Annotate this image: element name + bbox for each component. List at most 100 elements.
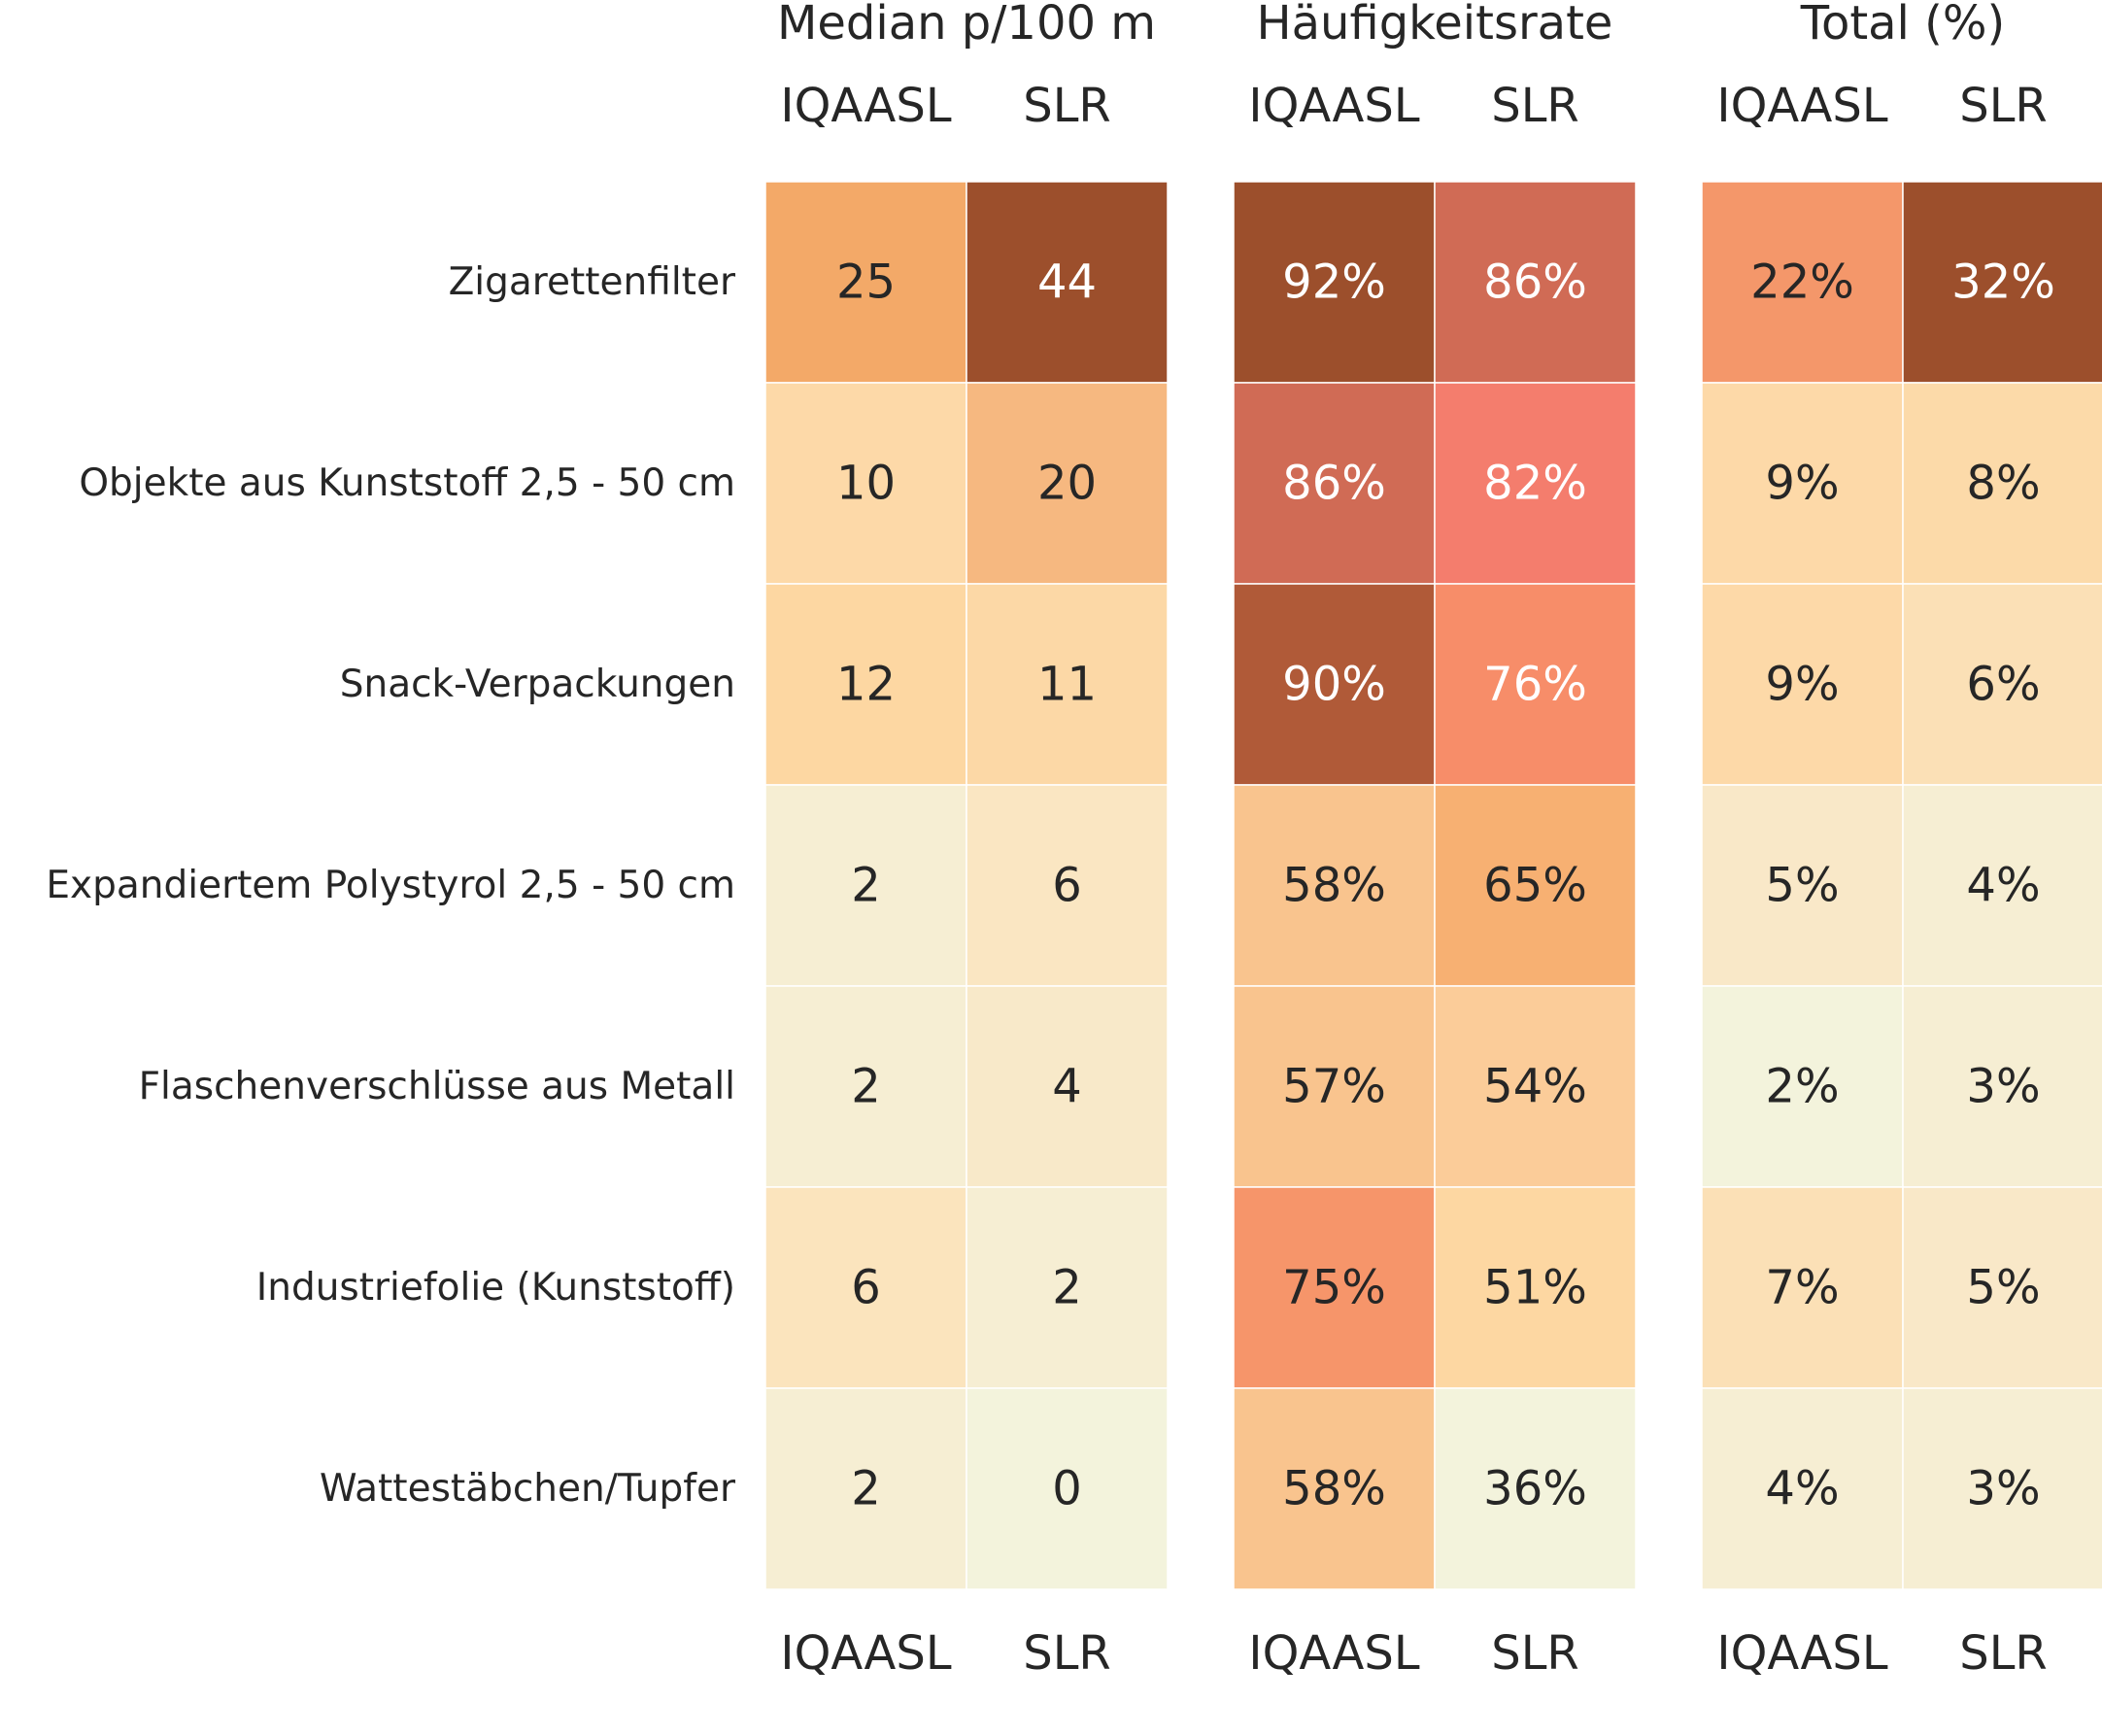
heatmap-cell [1701, 181, 1904, 384]
heatmap-cell [1701, 1387, 1904, 1590]
cell-value-label: 4% [1966, 859, 2040, 913]
heatmap-cell [1902, 985, 2102, 1188]
heatmap-cell [1233, 1186, 1436, 1389]
heatmap-cell [1701, 985, 1904, 1188]
cell-value-label: 51% [1483, 1261, 1587, 1315]
heatmap-cell [1434, 1186, 1637, 1389]
cell-value-label: 2 [851, 859, 881, 913]
heatmap-cell [1233, 583, 1436, 786]
heatmap-cell [1902, 1186, 2102, 1389]
heatmap-cell [764, 583, 967, 786]
panel-title: Häufigkeitsrate [1257, 0, 1613, 51]
cell-value-label: 2 [1052, 1261, 1082, 1315]
cell-value-label: 6 [1052, 859, 1082, 913]
column-header-bottom: SLR [1023, 1626, 1111, 1681]
heatmap-cell [764, 181, 967, 384]
cell-value-label: 10 [836, 457, 896, 511]
row-label: Zigarettenfilter [449, 260, 736, 304]
cell-value-label: 32% [1951, 255, 2055, 310]
heatmap-cell [1434, 583, 1637, 786]
cell-value-label: 65% [1483, 859, 1587, 913]
cell-value-label: 4% [1765, 1462, 1839, 1516]
column-header-bottom: IQAASL [1248, 1626, 1419, 1681]
heatmap-cell [1701, 1186, 1904, 1389]
cell-value-label: 3% [1966, 1462, 2040, 1516]
panel-title: Total (%) [1800, 0, 2005, 51]
column-header-bottom: SLR [1959, 1626, 2048, 1681]
cell-value-label: 7% [1765, 1261, 1839, 1315]
cell-value-label: 92% [1282, 255, 1386, 310]
cell-value-label: 2% [1765, 1060, 1839, 1114]
cell-value-label: 9% [1765, 658, 1839, 712]
row-label: Snack-Verpackungen [340, 663, 735, 706]
cell-value-label: 82% [1483, 457, 1587, 511]
cell-value-label: 12 [836, 658, 896, 712]
heatmap-cell [1902, 1387, 2102, 1590]
cell-value-label: 5% [1966, 1261, 2040, 1315]
cell-value-label: 44 [1037, 255, 1097, 310]
heatmap-cell [966, 382, 1169, 585]
column-header-top: SLR [1959, 79, 2048, 133]
heatmap-cell [1233, 1387, 1436, 1590]
cell-value-label: 4 [1052, 1060, 1082, 1114]
cell-value-label: 75% [1282, 1261, 1386, 1315]
heatmap-cell [1233, 985, 1436, 1188]
column-header-top: IQAASL [780, 79, 951, 133]
heatmap-cell [1434, 784, 1637, 987]
cell-value-label: 58% [1282, 859, 1386, 913]
cell-value-label: 54% [1483, 1060, 1587, 1114]
heatmap-cell [966, 583, 1169, 786]
heatmap-cell [764, 1387, 967, 1590]
row-label: Flaschenverschlüsse aus Metall [139, 1065, 735, 1108]
row-label: Objekte aus Kunststoff 2,5 - 50 cm [79, 461, 735, 505]
cell-value-label: 90% [1282, 658, 1386, 712]
row-label: Wattestäbchen/Tupfer [320, 1467, 736, 1511]
heatmap-cell [966, 1387, 1169, 1590]
cell-value-label: 3% [1966, 1060, 2040, 1114]
heatmap-cell [966, 784, 1169, 987]
column-header-bottom: SLR [1491, 1626, 1579, 1681]
heatmap-cell [1434, 1387, 1637, 1590]
cell-value-label: 57% [1282, 1060, 1386, 1114]
heatmap-cell [1434, 985, 1637, 1188]
cell-value-label: 0 [1052, 1462, 1082, 1516]
cell-value-label: 86% [1282, 457, 1386, 511]
row-labels: Zigarettenfilter Objekte aus Kunststoff 2… [46, 260, 736, 1511]
column-header-top: SLR [1023, 79, 1111, 133]
heatmap-cell [1902, 784, 2102, 987]
column-header-top: IQAASL [1248, 79, 1419, 133]
heatmap-cell [764, 382, 967, 585]
heatmap-cell [1233, 382, 1436, 585]
heatmap-cell [966, 181, 1169, 384]
cell-value-label: 86% [1483, 255, 1587, 310]
cell-value-label: 2 [851, 1060, 881, 1114]
heatmap-cell [966, 1186, 1169, 1389]
column-header-top: IQAASL [1716, 79, 1887, 133]
heatmap-cell [1233, 784, 1436, 987]
cell-value-label: 5% [1765, 859, 1839, 913]
cell-value-label: 25 [836, 255, 896, 310]
heatmap-cell [1701, 382, 1904, 585]
cell-value-label: 36% [1483, 1462, 1587, 1516]
column-header-top: SLR [1491, 79, 1579, 133]
panel-title: Median p/100 m [777, 0, 1156, 51]
cell-value-label: 11 [1037, 658, 1097, 712]
heatmap-cell [1434, 382, 1637, 585]
row-label: Industriefolie (Kunststoff) [256, 1266, 735, 1310]
heatmap-cell [1902, 181, 2102, 384]
cell-value-label: 2 [851, 1462, 881, 1516]
cell-value-label: 22% [1750, 255, 1854, 310]
heatmap-cell [966, 985, 1169, 1188]
row-label: Expandiertem Polystyrol 2,5 - 50 cm [46, 864, 735, 907]
heatmap-cell [1434, 181, 1637, 384]
heatmap-panel: Häufigkeitsrate IQAASL IQAASL SLR SLR 92% 86% 8… [1233, 0, 1637, 1681]
cell-value-label: 9% [1765, 457, 1839, 511]
heatmap-cell [1701, 784, 1904, 987]
heatmap-panel: Total (%) IQAASL IQAASL SLR SLR 22% 32% 9% 8% 9% 6… [1701, 0, 2102, 1681]
cell-value-label: 6% [1966, 658, 2040, 712]
heatmap-cell [1233, 181, 1436, 384]
column-header-bottom: IQAASL [780, 1626, 951, 1681]
cell-value-label: 20 [1037, 457, 1097, 511]
